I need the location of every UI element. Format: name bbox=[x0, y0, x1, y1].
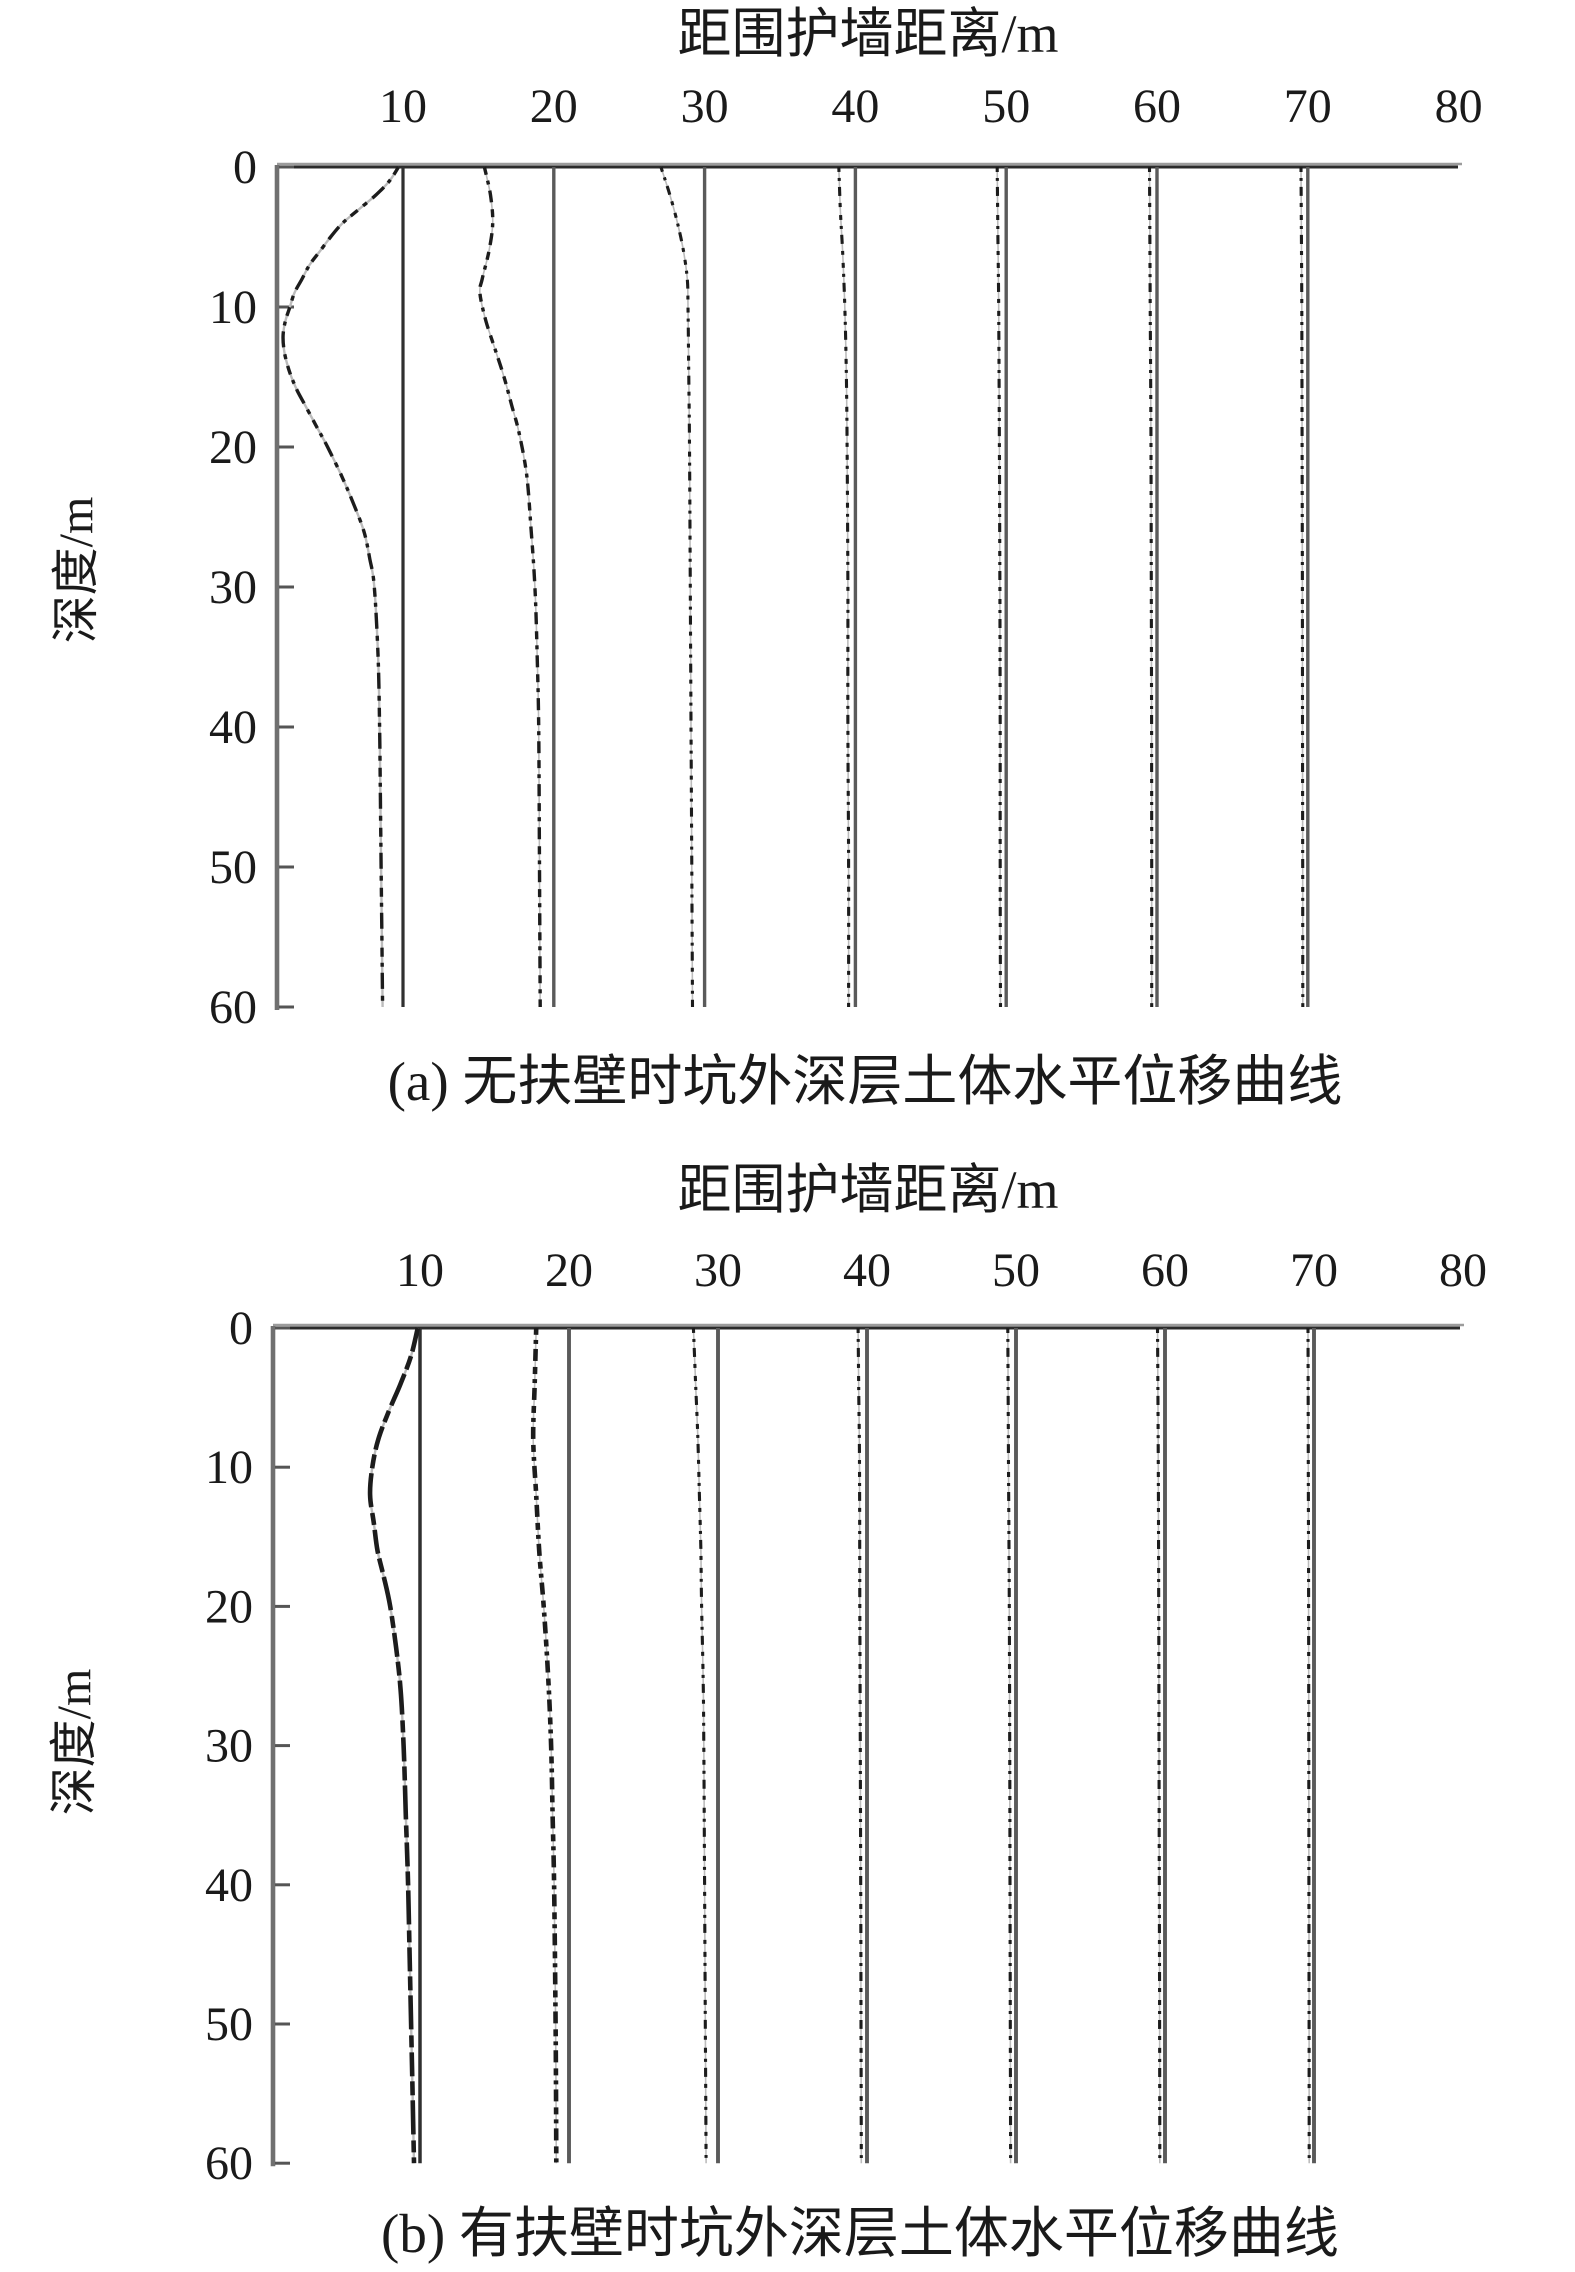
x-tick-label-70: 70 bbox=[1284, 80, 1332, 133]
x-tick-label-80: 80 bbox=[1435, 80, 1483, 133]
displacement-curve-20m bbox=[530, 1327, 559, 2164]
chart-a-caption: (a) 无扶壁时坑外深层土体水平位移曲线 bbox=[388, 1051, 1343, 1112]
x-tick-label-80: 80 bbox=[1439, 1244, 1487, 1297]
displacement-curve-60m bbox=[1155, 1327, 1162, 2164]
y-tick-label-50: 50 bbox=[205, 1998, 253, 2051]
chart-a-y-axis-title: 深度/m bbox=[50, 497, 103, 644]
y-tick-label-20: 20 bbox=[209, 421, 257, 474]
displacement-curve-30m bbox=[691, 1327, 708, 2164]
x-tick-label-10: 10 bbox=[379, 80, 427, 133]
y-tick-label-40: 40 bbox=[205, 1859, 253, 1912]
x-tick-label-20: 20 bbox=[530, 80, 578, 133]
x-tick-label-60: 60 bbox=[1141, 1244, 1189, 1297]
displacement-curve-20m bbox=[478, 166, 542, 1008]
x-tick-label-20: 20 bbox=[545, 1244, 593, 1297]
y-tick-label-30: 30 bbox=[205, 1720, 253, 1773]
x-tick-label-30: 30 bbox=[694, 1244, 742, 1297]
x-tick-label-40: 40 bbox=[831, 80, 879, 133]
displacement-curve-70m bbox=[1306, 1327, 1311, 2164]
y-tick-label-20: 20 bbox=[205, 1580, 253, 1633]
y-tick-label-10: 10 bbox=[209, 281, 257, 334]
y-tick-label-10: 10 bbox=[205, 1441, 253, 1494]
chart-a-x-axis-title: 距围护墙距离/m bbox=[677, 4, 1058, 64]
displacement-curve-60m bbox=[1147, 166, 1154, 1007]
x-tick-label-40: 40 bbox=[843, 1244, 891, 1297]
displacement-curve-10m bbox=[367, 1327, 421, 2164]
y-tick-label-50: 50 bbox=[209, 841, 257, 894]
chart-b: 0 10 20 30 40 50 60 10 20 30 40 50 60 70 80 bbox=[205, 1244, 1487, 2190]
displacement-curve-30m bbox=[659, 166, 695, 1008]
y-tick-label-60: 60 bbox=[209, 981, 257, 1034]
displacement-curve-backing-20m bbox=[532, 1327, 558, 2164]
chart-b-caption: (b) 有扶壁时坑外深层土体水平位移曲线 bbox=[381, 2203, 1339, 2264]
y-tick-label-60: 60 bbox=[205, 2137, 253, 2190]
y-tick-label-0: 0 bbox=[229, 1302, 253, 1355]
x-tick-label-30: 30 bbox=[681, 80, 729, 133]
y-tick-label-30: 30 bbox=[209, 561, 257, 614]
x-tick-label-50: 50 bbox=[982, 80, 1030, 133]
x-tick-label-70: 70 bbox=[1290, 1244, 1338, 1297]
x-tick-label-10: 10 bbox=[396, 1244, 444, 1297]
displacement-curve-40m bbox=[837, 166, 851, 1008]
chart-a: 0 10 20 30 40 50 60 10 20 30 40 50 60 70 80 bbox=[209, 80, 1483, 1034]
displacement-curve-backing-20m bbox=[478, 166, 541, 1008]
displacement-curve-backing-10m bbox=[281, 166, 400, 1008]
displacement-curve-50m bbox=[995, 166, 1003, 1008]
y-tick-label-0: 0 bbox=[233, 141, 257, 194]
displacement-curve-backing-30m bbox=[660, 166, 694, 1008]
chart-b-y-axis-title: 深度/m bbox=[48, 1669, 101, 1816]
chart-b-x-axis-title: 距围护墙距离/m bbox=[677, 1160, 1058, 1220]
x-tick-label-50: 50 bbox=[992, 1244, 1040, 1297]
x-tick-label-60: 60 bbox=[1133, 80, 1181, 133]
displacement-curve-40m bbox=[856, 1327, 863, 2164]
displacement-curve-70m bbox=[1299, 166, 1305, 1008]
displacement-curve-50m bbox=[1006, 1327, 1013, 2164]
y-tick-label-40: 40 bbox=[209, 701, 257, 754]
